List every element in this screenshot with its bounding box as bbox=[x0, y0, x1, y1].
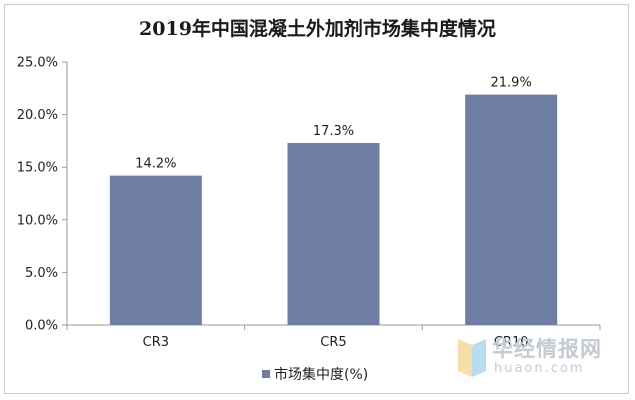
watermark: 华经情报网 huaon.com bbox=[452, 333, 620, 381]
y-tick-label: 25.0% bbox=[17, 56, 58, 71]
data-label: 14.2% bbox=[135, 157, 176, 172]
bar bbox=[465, 94, 558, 325]
y-tick-label: 15.0% bbox=[17, 161, 58, 176]
data-label: 17.3% bbox=[313, 124, 354, 139]
chart-title: 2019年中国混凝土外加剂市场集中度情况 bbox=[139, 18, 496, 40]
legend-label: 市场集中度(%) bbox=[274, 367, 369, 383]
bar bbox=[287, 143, 380, 325]
data-label: 21.9% bbox=[491, 76, 532, 91]
y-tick-label: 5.0% bbox=[25, 266, 58, 281]
legend-swatch bbox=[262, 370, 270, 378]
y-tick-label: 20.0% bbox=[17, 108, 58, 123]
x-tick-label: CR5 bbox=[320, 335, 346, 350]
watermark-logo-icon bbox=[458, 339, 486, 377]
x-tick-label: CR10 bbox=[494, 335, 529, 350]
x-tick-label: CR3 bbox=[143, 335, 169, 350]
watermark-url: huaon.com bbox=[494, 361, 585, 376]
y-tick-label: 10.0% bbox=[17, 213, 58, 228]
y-tick-label: 0.0% bbox=[25, 319, 58, 334]
legend: 市场集中度(%) bbox=[262, 364, 368, 384]
bar bbox=[109, 175, 202, 325]
watermark-name: 华经情报网 bbox=[492, 337, 602, 361]
